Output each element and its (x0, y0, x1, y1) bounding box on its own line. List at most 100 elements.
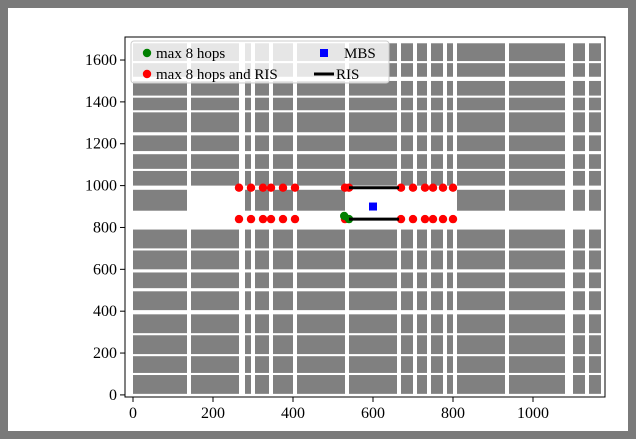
building-block (431, 272, 443, 289)
building-block (255, 112, 269, 133)
hop-ris-point (246, 214, 256, 224)
building-block (297, 154, 345, 169)
legend-label: max 8 hops and RIS (156, 67, 278, 83)
building-block (245, 335, 251, 355)
building-block (401, 375, 413, 394)
y-tick-label: 1400 (85, 94, 117, 111)
x-tick-label: 1000 (517, 405, 549, 422)
building-block (447, 250, 453, 270)
hop-ris-point (290, 214, 300, 224)
building-block (191, 170, 239, 186)
building-block (349, 314, 397, 334)
building-block (297, 80, 345, 96)
building-block (255, 291, 269, 311)
building-blocks (133, 43, 601, 394)
building-block (417, 80, 427, 96)
building-block (133, 335, 187, 355)
hop-ris-point (258, 214, 268, 224)
hop-ris-point (396, 183, 406, 192)
building-block (255, 335, 269, 355)
building-block (417, 291, 427, 311)
building-block (297, 250, 345, 270)
building-block (509, 189, 565, 211)
building-block (573, 189, 585, 211)
building-block (297, 272, 345, 289)
building-block (297, 356, 345, 373)
y-tick-label: 1600 (85, 52, 117, 69)
building-block (431, 250, 443, 270)
building-block (255, 272, 269, 289)
building-block (349, 80, 397, 96)
building-block (509, 63, 565, 77)
building-block (255, 250, 269, 270)
hop-ris-point (420, 214, 430, 224)
building-block (349, 112, 397, 133)
building-block (349, 135, 397, 152)
building-block (255, 229, 269, 249)
building-block (431, 291, 443, 311)
building-block (573, 272, 585, 289)
hop-ris-point (234, 214, 244, 224)
building-block (349, 250, 397, 270)
hop-ris-point (448, 183, 458, 192)
building-block (133, 229, 187, 249)
building-block (245, 135, 251, 152)
building-block (589, 97, 601, 111)
building-block (401, 97, 413, 111)
legend-marker-icon (320, 49, 328, 57)
building-block (457, 314, 505, 334)
building-block (273, 356, 293, 373)
building-block (191, 291, 239, 311)
building-block (573, 291, 585, 311)
building-block (509, 43, 565, 62)
building-block (573, 375, 585, 394)
building-block (191, 135, 239, 152)
building-block (133, 250, 187, 270)
building-block (255, 80, 269, 96)
building-block (457, 229, 505, 249)
legend-label: RIS (336, 67, 359, 83)
building-block (447, 335, 453, 355)
y-tick-label: 200 (93, 345, 117, 362)
building-block (191, 229, 239, 249)
building-block (133, 272, 187, 289)
building-block (509, 229, 565, 249)
building-block (573, 154, 585, 169)
building-block (273, 189, 293, 211)
building-block (133, 291, 187, 311)
hop-ris-point (408, 183, 418, 192)
hop-ris-point (428, 214, 438, 224)
building-block (401, 112, 413, 133)
building-block (509, 375, 565, 394)
building-block (401, 229, 413, 249)
building-block (417, 154, 427, 169)
building-block (245, 170, 251, 186)
building-block (589, 154, 601, 169)
x-tick-label: 600 (361, 405, 385, 422)
building-block (573, 80, 585, 96)
building-block (457, 80, 505, 96)
building-block (133, 189, 187, 211)
building-block (509, 97, 565, 111)
building-block (417, 314, 427, 334)
building-block (457, 97, 505, 111)
building-block (401, 154, 413, 169)
building-block (589, 291, 601, 311)
building-block (133, 135, 187, 152)
y-tick-label: 800 (93, 219, 117, 236)
building-block (573, 356, 585, 373)
building-block (273, 314, 293, 334)
building-block (401, 291, 413, 311)
building-block (457, 112, 505, 133)
building-block (431, 112, 443, 133)
building-block (133, 314, 187, 334)
building-block (447, 97, 453, 111)
building-block (431, 356, 443, 373)
building-block (349, 356, 397, 373)
building-block (509, 250, 565, 270)
building-block (509, 154, 565, 169)
building-block (191, 112, 239, 133)
axis-ticks: 0 200 400 600 800 1000 0 200 400 600 800 1000 1200 14… (85, 52, 549, 422)
hop-ris-point (438, 214, 448, 224)
building-block (589, 135, 601, 152)
